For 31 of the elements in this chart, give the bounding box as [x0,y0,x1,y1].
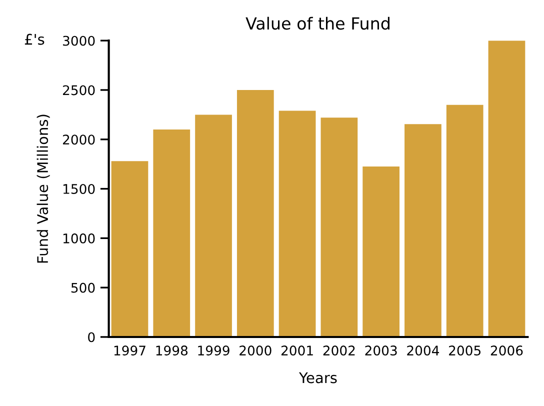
x-tick-label: 2006 [490,346,523,356]
y-tick-label: 1500 [63,184,95,194]
x-tick-label: 2003 [365,346,397,356]
x-axis-title: Years [298,372,337,384]
bar [111,161,148,337]
bar [195,114,232,337]
text: £'s [24,34,44,45]
bar [362,166,400,337]
x-tick-label: 2000 [240,346,272,356]
bar [488,40,526,337]
x-tick-label: 1998 [156,346,188,356]
bar [236,90,274,337]
x-tick-label: 1999 [198,346,230,356]
y-tick-label: 1000 [63,233,95,244]
chart-title: Value of the Fund [246,16,390,30]
x-tick-label: 1997 [114,346,146,356]
bar [153,130,190,337]
x-tick-label: 2005 [449,346,480,356]
y-tick-label: 2000 [62,134,95,145]
bar [320,118,358,337]
x-tick-label: 2001 [281,346,313,356]
y-tick-label: 0 [88,332,95,342]
y-tick-label: 2500 [62,85,95,96]
y-tick-label: 500 [71,282,95,293]
bar [278,110,316,337]
bar [446,104,484,337]
bar [404,124,442,337]
x-tick-label: 2002 [323,346,355,356]
x-tick-label: 2004 [407,346,440,356]
y-tick-label: 3000 [63,36,95,46]
y-axis-title: Fund Value (Millions) [36,114,50,263]
